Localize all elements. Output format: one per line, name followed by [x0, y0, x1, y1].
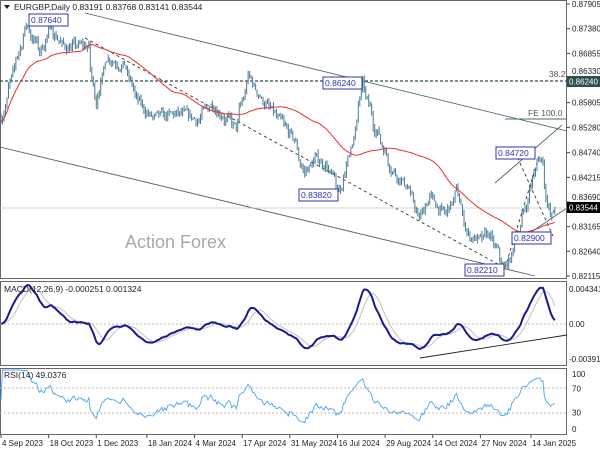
indicator-lines [0, 44, 556, 424]
date-axis-label: 31 May 2024 [291, 439, 338, 448]
trend-lines [0, 12, 568, 359]
swing-label-84720-box [495, 146, 536, 160]
date-axis-label: 16 Jul 2024 [338, 439, 380, 448]
macd-axis-label: -0.003916 [569, 355, 600, 364]
price-axis-label: 0.83165 [572, 223, 600, 232]
date-axis-label: 14 Oct 2024 [434, 439, 478, 448]
macd-panel-title: MACD(12,26,9) -0.000251 0.001324 [4, 284, 142, 294]
rsi-axis-label: 30 [572, 409, 581, 418]
macd-axis-label: 0.004341 [569, 285, 600, 294]
macd-line [0, 283, 556, 350]
macd-axis-label: 0.00 [569, 320, 585, 329]
level-price-tag-text: 0.86240 [569, 78, 598, 87]
swing-label-83820: 0.83820 [301, 190, 332, 200]
date-axis-label: 17 Apr 2024 [243, 439, 287, 448]
swing-label-84720: 0.84720 [498, 148, 529, 158]
price-axis-label: 0.84740 [572, 149, 600, 158]
current-price-tag [567, 202, 600, 213]
moving-average-line [0, 44, 556, 233]
price-axis-label: 0.87380 [572, 25, 600, 34]
falling-dashed-line [84, 37, 506, 269]
swing-label-high: 0.87640 [31, 15, 62, 25]
price-axis-label: 0.84215 [572, 173, 600, 182]
price-axis-label: 0.82640 [572, 247, 600, 256]
rsi-panel [0, 368, 567, 435]
price-axis-label: 0.85280 [572, 123, 600, 132]
rsi-axis-label: 100 [572, 370, 586, 379]
macd-support-line [419, 334, 568, 359]
date-axis-label: 14 Jan 2025 [532, 439, 577, 448]
swing-label-83820-box [298, 188, 339, 202]
swing-label-86240: 0.86240 [325, 78, 356, 88]
rsi-line [0, 369, 556, 424]
fe-label: FE 100.0 [528, 108, 563, 118]
date-axis-label: 18 Oct 2023 [50, 439, 94, 448]
price-panel [0, 0, 567, 279]
lower-channel-line [0, 146, 536, 277]
swing-label-82900-box [511, 231, 552, 245]
price-axis-label: 0.87905 [572, 0, 600, 9]
price-axis-label: 0.86855 [572, 49, 600, 58]
current-price-tag-text: 0.83544 [569, 204, 598, 213]
price-panel-title: EURGBP,Daily 0.83191 0.83768 0.83141 0.8… [14, 2, 203, 12]
swing-label-82210: 0.82210 [467, 265, 498, 275]
swing-labels: 0.87640 0.86240 0.83820 0.84720 0.82900 … [28, 13, 566, 277]
date-axis-label: 4 Sep 2023 [2, 439, 43, 448]
date-axis-label: 4 Mar 2024 [196, 439, 237, 448]
fib-label: 38.2 [549, 69, 566, 79]
price-axis-label: 0.83690 [572, 193, 600, 202]
swing-label-82900: 0.82900 [514, 233, 545, 243]
watermark: Action Forex [125, 232, 226, 252]
date-axis-label: 29 Aug 2024 [386, 439, 431, 448]
date-axis-label: 18 Jan 2024 [148, 439, 193, 448]
price-axis-label: 0.86330 [572, 67, 600, 76]
date-axis-label: 1 Dec 2023 [97, 439, 138, 448]
swing-label-82210-box [464, 263, 505, 277]
price-axis-label: 0.85805 [572, 99, 600, 108]
rsi-axis-label: 70 [572, 384, 581, 393]
rsi-panel-title: RSI(14) 49.0376 [4, 370, 67, 380]
swing-label-high-box [28, 13, 69, 27]
rsi-axis-label: 0 [572, 425, 577, 434]
price-axis-label: 0.82115 [572, 272, 600, 281]
date-axis-label: 27 Nov 2024 [481, 439, 527, 448]
collapse-triangle-icon[interactable] [4, 5, 10, 9]
recent-dashed-line [514, 151, 554, 237]
price-bars [0, 20, 556, 270]
upper-channel-line [84, 12, 568, 132]
level-price-tag [567, 76, 600, 87]
swing-label-86240-box [322, 76, 363, 90]
